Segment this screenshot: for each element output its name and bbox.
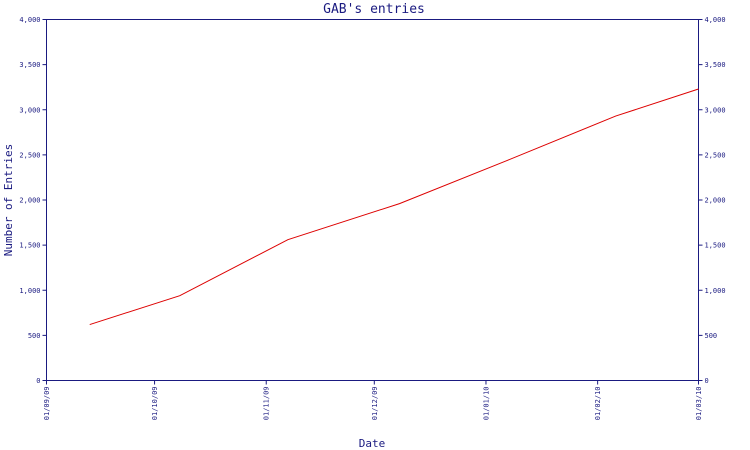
y-tick-label-right: 2,000: [705, 197, 726, 205]
x-axis: 01/09/09 01/10/09 01/11/09 01/12/09 01/01/10…: [43, 380, 703, 421]
x-tick-label: 01/12/09: [371, 387, 379, 421]
y-tick-label-right: 3,500: [705, 61, 726, 69]
y-tick-label-right: 4,000: [705, 16, 726, 24]
y-axis-label: Number of Entries: [2, 144, 15, 257]
x-tick-label: 01/10/09: [151, 387, 159, 421]
y-tick-label-right: 0: [705, 377, 709, 385]
y-axis-left: 0 500 1,000 1,500 2,000 2,500 3,000 3,500 4,000: [19, 16, 47, 385]
x-tick-label: 01/02/10: [594, 387, 602, 421]
x-tick-label: 01/01/10: [482, 387, 490, 421]
plot-frame: [46, 19, 699, 381]
y-tick-label-left: 3,500: [19, 61, 40, 69]
y-tick-label-right: 3,000: [705, 106, 726, 114]
y-tick-label-right: 500: [705, 332, 718, 340]
series-line: [89, 88, 699, 326]
y-tick-label-right: 1,500: [705, 242, 726, 250]
series-layer: [89, 88, 699, 326]
y-tick-label-left: 4,000: [19, 16, 40, 24]
x-tick-label: 01/11/09: [263, 387, 271, 421]
y-tick-label-right: 2,500: [705, 151, 726, 159]
y-tick-label-left: 3,000: [19, 106, 40, 114]
y-tick-label-left: 0: [36, 377, 40, 385]
y-tick-label-left: 500: [28, 332, 41, 340]
x-axis-label: Date: [359, 437, 386, 450]
y-tick-label-left: 1,500: [19, 242, 40, 250]
x-tick-label: 01/03/10: [695, 387, 703, 421]
chart-title: GAB's entries: [323, 2, 425, 17]
y-tick-label-left: 2,500: [19, 151, 40, 159]
y-tick-label-left: 2,000: [19, 197, 40, 205]
y-axis-right: 0 500 1,000 1,500 2,000 2,500 3,000 3,500 4,000: [698, 16, 726, 385]
y-tick-label-right: 1,000: [705, 287, 726, 295]
y-tick-label-left: 1,000: [19, 287, 40, 295]
x-tick-label: 01/09/09: [43, 387, 51, 421]
